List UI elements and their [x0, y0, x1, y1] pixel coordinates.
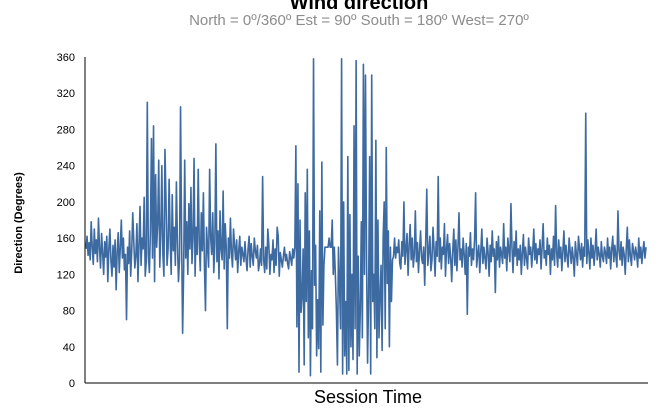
y-tick-label: 320 [57, 88, 75, 100]
y-tick-label: 120 [57, 269, 75, 281]
y-tick-label: 280 [57, 124, 75, 136]
y-tick-label: 200 [57, 197, 75, 209]
chart-subtitle: North = 0º/360º Est = 90º South = 180º W… [189, 12, 529, 29]
y-tick-label: 0 [69, 378, 75, 390]
x-axis-label: Session Time [314, 387, 422, 407]
y-tick-label: 160 [57, 233, 75, 245]
y-tick-label: 40 [63, 342, 75, 354]
y-axis-label: Direction (Degrees) [13, 172, 25, 274]
chart-title: Wind direction [290, 0, 429, 14]
y-tick-label: 360 [57, 52, 75, 64]
y-tick-label: 80 [63, 306, 75, 318]
series-line-wind-direction [85, 58, 647, 377]
y-axis-tick-labels: 0 40 80 120 160 200 240 280 320 360 [57, 52, 75, 390]
y-tick-label: 240 [57, 161, 75, 173]
